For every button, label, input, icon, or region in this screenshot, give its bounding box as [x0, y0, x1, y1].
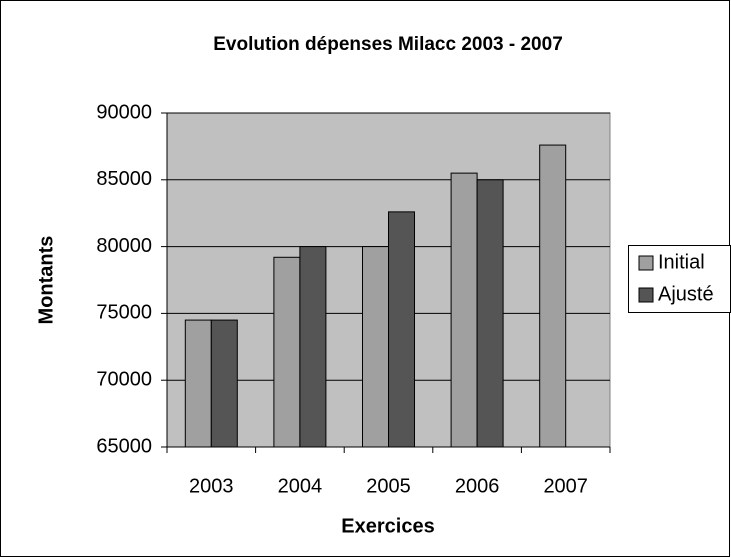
- y-tick-label: 80000: [96, 235, 152, 257]
- y-tick-label: 65000: [96, 435, 152, 457]
- y-tick-label: 85000: [96, 168, 152, 190]
- y-tick-label: 70000: [96, 368, 152, 390]
- legend-swatch: [638, 255, 654, 271]
- y-tick-label: 90000: [96, 101, 152, 123]
- x-tick-label: 2005: [366, 475, 411, 497]
- bar: [210, 319, 238, 448]
- bar: [299, 246, 327, 448]
- bar: [388, 211, 415, 448]
- chart-title: Evolution dépenses Milacc 2003 - 2007: [213, 34, 563, 55]
- bar: [184, 319, 212, 448]
- x-tick-label: 2003: [189, 475, 234, 497]
- x-axis-label: Exercices: [341, 515, 434, 537]
- bar: [362, 246, 389, 448]
- bar: [539, 144, 567, 448]
- bar: [476, 179, 504, 448]
- x-tick-label: 2006: [455, 475, 500, 497]
- y-tick-label: 75000: [96, 302, 152, 324]
- x-tick-label: 2007: [543, 475, 588, 497]
- legend-swatch: [638, 287, 654, 303]
- bar: [273, 256, 301, 448]
- x-tick-label: 2004: [278, 475, 323, 497]
- y-axis-label: Montants: [35, 236, 57, 325]
- bar: [450, 172, 478, 448]
- legend-label: Ajusté: [658, 283, 714, 305]
- legend-label: Initial: [658, 251, 705, 273]
